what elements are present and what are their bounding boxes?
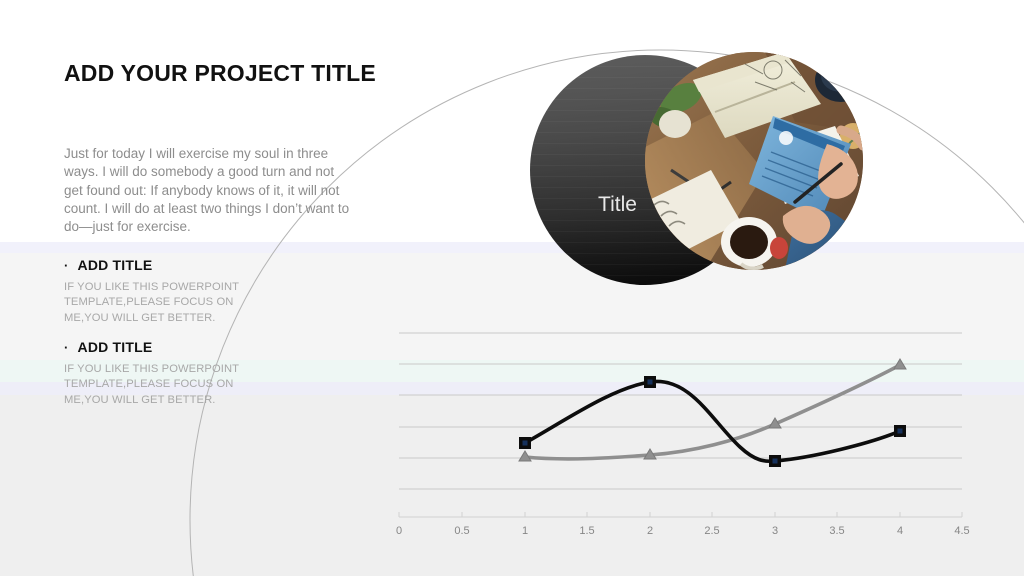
bullet-item-1-body: IF YOU LIKE THIS POWERPOINT TEMPLATE,PLE… [64, 281, 239, 324]
xtick-2: 2 [646, 525, 654, 537]
bullet-item-1-heading: · ADD TITLE [64, 257, 364, 273]
bullet-dot-icon: · [64, 258, 69, 273]
xtick-4.5: 4.5 [954, 525, 970, 537]
xtick-0.5: 0.5 [454, 525, 470, 537]
background-band-gray-2 [0, 395, 1024, 576]
bullet-item-1: · ADD TITLE IF YOU LIKE THIS POWERPOINT … [64, 257, 364, 326]
bullet-item-2: · ADD TITLE IF YOU LIKE THIS POWERPOINT … [64, 339, 364, 408]
lead-paragraph: Just for today I will exercise my soul i… [64, 146, 350, 235]
bullet-item-2-body: IF YOU LIKE THIS POWERPOINT TEMPLATE,PLE… [64, 363, 239, 406]
xtick-4: 4 [896, 525, 904, 537]
xtick-3.5: 3.5 [829, 525, 845, 537]
desk-photo [645, 52, 863, 270]
bullet-item-2-heading: · ADD TITLE [64, 339, 364, 355]
background-band-lavender-1 [0, 242, 1024, 253]
xtick-0: 0 [395, 525, 403, 537]
photo-circle [645, 52, 863, 270]
xtick-3: 3 [771, 525, 779, 537]
bullet-item-2-title: ADD TITLE [77, 339, 153, 355]
xtick-1.5: 1.5 [579, 525, 595, 537]
xtick-2.5: 2.5 [704, 525, 720, 537]
bullet-item-1-title: ADD TITLE [77, 257, 153, 273]
xtick-1: 1 [521, 525, 529, 537]
page-title: ADD YOUR PROJECT TITLE [64, 60, 376, 86]
circle-title-label: Title [598, 193, 637, 216]
bullet-dot-icon: · [64, 340, 69, 355]
